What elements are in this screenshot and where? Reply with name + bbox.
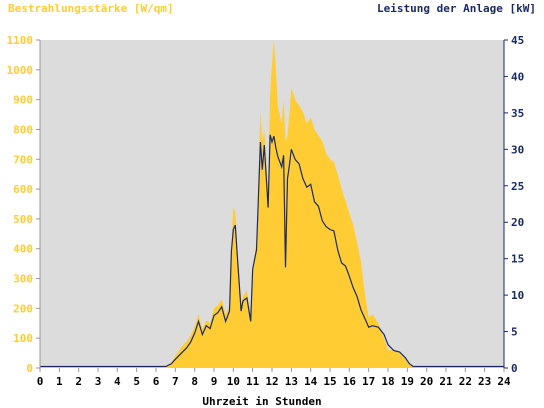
x-axis-ticks: 0 1 2 3 4 5 6 7 8 9 10 11 12 13 14 15 16 17 18 19 20 21 22 23 24 — [37, 368, 511, 388]
x-tick-label: 19 — [401, 375, 414, 388]
left-tick-label: 400 — [13, 243, 33, 256]
left-tick-label: 0 — [26, 362, 33, 375]
right-tick-label: 5 — [511, 326, 518, 339]
right-tick-label: 20 — [511, 216, 524, 229]
right-tick-label: 25 — [511, 180, 524, 193]
right-tick-label: 35 — [511, 107, 524, 120]
left-tick-label: 100 — [13, 332, 33, 345]
left-tick-label: 1100 — [7, 34, 34, 47]
x-tick-label: 10 — [227, 375, 240, 388]
x-tick-label: 22 — [459, 375, 472, 388]
x-tick-label: 3 — [95, 375, 102, 388]
irradiance-area-layer — [40, 40, 504, 368]
x-tick-label: 18 — [381, 375, 394, 388]
left-tick-label: 800 — [13, 123, 33, 136]
x-tick-label: 20 — [420, 375, 433, 388]
right-tick-label: 45 — [511, 34, 524, 47]
x-tick-label: 4 — [114, 375, 121, 388]
x-tick-label: 5 — [133, 375, 140, 388]
x-tick-label: 8 — [191, 375, 198, 388]
left-tick-label: 500 — [13, 213, 33, 226]
right-axis-ticks: 0 5 10 15 20 25 30 35 40 45 — [504, 34, 524, 375]
x-tick-label: 16 — [343, 375, 357, 388]
right-tick-label: 0 — [511, 362, 518, 375]
x-tick-label: 17 — [362, 375, 375, 388]
x-tick-label: 2 — [75, 375, 82, 388]
x-tick-label: 11 — [246, 375, 260, 388]
right-tick-label: 10 — [511, 289, 524, 302]
x-tick-label: 6 — [153, 375, 160, 388]
irradiance-area — [40, 40, 504, 368]
x-tick-label: 1 — [56, 375, 63, 388]
left-axis-ticks: 0 100 200 300 400 500 600 700 800 900 1000 1100 — [7, 34, 40, 375]
left-tick-label: 300 — [13, 273, 33, 286]
x-tick-label: 24 — [497, 375, 511, 388]
x-tick-label: 13 — [285, 375, 298, 388]
left-tick-label: 200 — [13, 302, 33, 315]
left-tick-label: 700 — [13, 153, 33, 166]
power-line-layer — [40, 134, 504, 368]
power-line — [40, 134, 504, 368]
left-axis-title: Bestrahlungsstärke [W/qm] — [8, 2, 174, 15]
left-tick-label: 600 — [13, 183, 33, 196]
x-axis-label: Uhrzeit in Stunden — [202, 395, 321, 408]
right-axis-title: Leistung der Anlage [kW] — [377, 2, 536, 15]
x-tick-label: 23 — [478, 375, 491, 388]
x-tick-label: 0 — [37, 375, 44, 388]
right-tick-label: 15 — [511, 253, 524, 266]
x-tick-label: 15 — [323, 375, 336, 388]
right-tick-label: 30 — [511, 143, 524, 156]
right-tick-label: 40 — [511, 70, 524, 83]
x-tick-label: 21 — [439, 375, 453, 388]
left-tick-label: 1000 — [7, 64, 34, 77]
x-tick-label: 12 — [265, 375, 278, 388]
left-tick-label: 900 — [13, 94, 33, 107]
x-tick-label: 14 — [304, 375, 318, 388]
x-tick-label: 9 — [211, 375, 218, 388]
x-tick-label: 7 — [172, 375, 179, 388]
